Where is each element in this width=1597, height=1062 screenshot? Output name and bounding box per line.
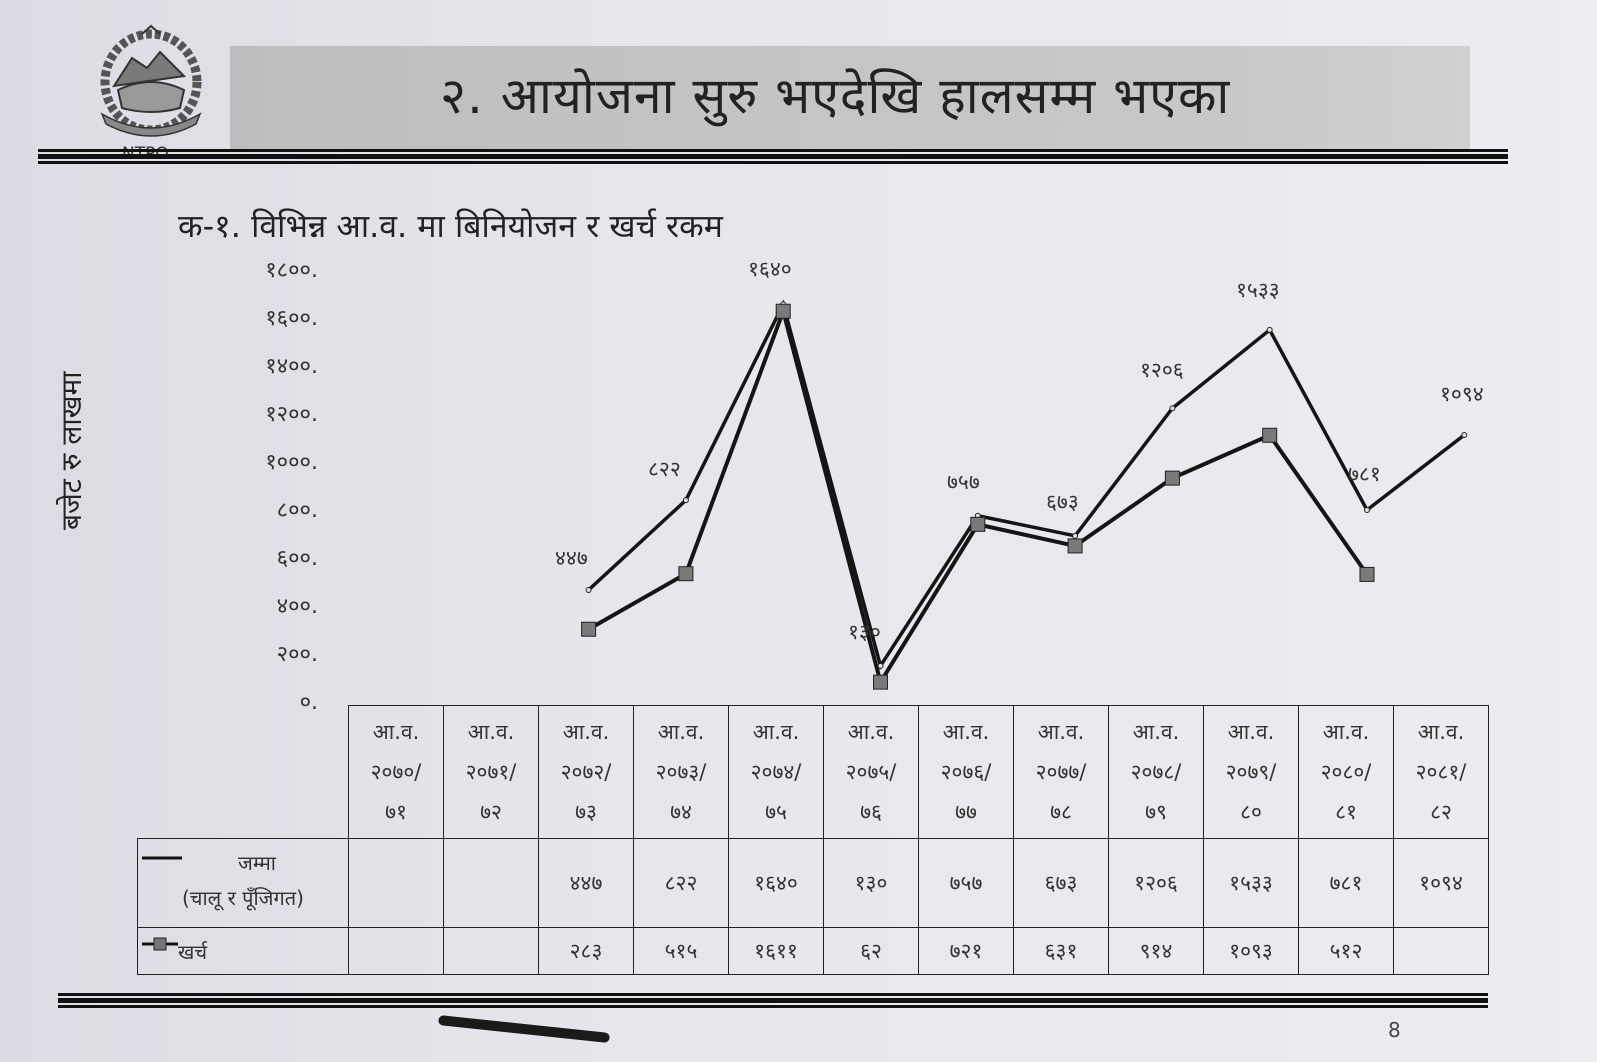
y-tick: १८००.: [265, 258, 318, 283]
page-title: २. आयोजना सुरु भएदेखि हालसम्म भएका: [440, 67, 1231, 125]
year-header: आ.व. २०७४/७५: [728, 705, 824, 839]
footer-divider: [58, 993, 1488, 1010]
data-label: ६७३: [1046, 490, 1079, 514]
point-marker-icon: [585, 586, 592, 593]
series-total-line: [587, 299, 1466, 671]
legend-expense: खर्च: [137, 927, 349, 975]
y-tick: ८००.: [276, 498, 318, 523]
legend-total: जम्मा (चालू र पूँजिगत): [137, 838, 349, 928]
data-label: १५३३: [1236, 278, 1280, 302]
square-marker-icon: [775, 303, 791, 319]
line-legend-icon: [142, 856, 182, 860]
table-cell: १६११: [728, 927, 824, 975]
page-number: 8: [1388, 1018, 1401, 1042]
table-cell: १०९३: [1203, 927, 1299, 975]
square-marker-icon: [1067, 538, 1083, 554]
table-cell: १३०: [823, 838, 919, 928]
point-marker-icon: [682, 497, 689, 504]
data-table: आ.व. २०७०/७१ आ.व. २०७१/७२ आ.व. २०७२/७३ आ.व.…: [137, 705, 1489, 975]
table-cell: ४४७: [538, 838, 634, 928]
table-cell: ७८१: [1298, 838, 1394, 928]
point-marker-icon: [1266, 326, 1273, 333]
square-marker-legend-icon: [142, 937, 178, 951]
chart-title: क-१. विभिन्न आ.व. मा बिनियोजन र खर्च रकम: [178, 207, 723, 245]
square-marker-icon: [581, 621, 597, 637]
table-cell: [348, 838, 444, 928]
header-divider: [38, 149, 1508, 166]
y-tick: १६००.: [265, 306, 318, 331]
table-cell: ५१२: [1298, 927, 1394, 975]
year-header: आ.व. २०८१/८२: [1393, 705, 1489, 839]
data-label: १०९४: [1440, 382, 1484, 406]
table-cell: ७२१: [918, 927, 1014, 975]
data-label: ७८१: [1348, 462, 1381, 486]
y-tick: १४००.: [265, 354, 318, 379]
point-marker-icon: [1461, 432, 1468, 439]
data-label: ७५७: [947, 470, 980, 494]
square-marker-icon: [970, 516, 986, 532]
data-label: १६४०: [748, 257, 792, 281]
year-header: आ.व. २०७२/७३: [538, 705, 634, 839]
y-tick: १०००.: [265, 450, 318, 475]
year-header: आ.व. २०७३/७४: [633, 705, 729, 839]
point-marker-icon: [1072, 532, 1079, 539]
year-header: आ.व. २०७५/७६: [823, 705, 919, 839]
series-expense-line: [587, 304, 1369, 688]
table-cell: ५१५: [633, 927, 729, 975]
year-header: आ.व. २०७८/७९: [1108, 705, 1204, 839]
table-cell: ९१४: [1108, 927, 1204, 975]
title-banner: [230, 46, 1470, 151]
table-cell: ६३१: [1013, 927, 1109, 975]
year-header: आ.व. २०७१/७२: [443, 705, 539, 839]
table-cell: १२०६: [1108, 838, 1204, 928]
table-cell: १०९४: [1393, 838, 1489, 928]
year-header: आ.व. २०७७/७८: [1013, 705, 1109, 839]
year-header: आ.व. २०८०/८१: [1298, 705, 1394, 839]
table-header-row: आ.व. २०७०/७१ आ.व. २०७१/७२ आ.व. २०७२/७३ आ.व.…: [138, 705, 1489, 839]
year-header: आ.व. २०७६/७७: [918, 705, 1014, 839]
data-label: ४४७: [555, 546, 588, 570]
table-cell: [1393, 927, 1489, 975]
y-tick: १२००.: [265, 402, 318, 427]
y-tick: ४००.: [276, 594, 318, 619]
table-cell: [443, 838, 539, 928]
square-marker-icon: [1164, 470, 1180, 486]
point-marker-icon: [1364, 506, 1370, 513]
year-header: आ.व. २०७९/८०: [1203, 705, 1299, 839]
square-marker-icon: [1359, 566, 1375, 582]
y-tick: ६००.: [276, 546, 318, 571]
y-tick: ०.: [299, 690, 318, 715]
y-tick: २००.: [276, 642, 318, 667]
data-label: १३०: [848, 620, 881, 644]
table-cell: ८२२: [633, 838, 729, 928]
square-marker-icon: [873, 674, 888, 690]
year-header: आ.व. २०७०/७१: [348, 705, 444, 839]
table-cell: [443, 927, 539, 975]
table-row-total: जम्मा (चालू र पूँजिगत) ४४७ ८२२ १६४० १३० …: [137, 838, 1489, 928]
square-marker-icon: [678, 566, 694, 582]
table-cell: १६४०: [728, 838, 824, 928]
data-label: ८२२: [648, 457, 681, 481]
table-cell: [348, 927, 444, 975]
point-marker-icon: [1169, 405, 1176, 412]
square-marker-icon: [1262, 427, 1278, 443]
table-cell: ७५७: [918, 838, 1014, 928]
table-cell: २८३: [538, 927, 634, 975]
table-cell: ६७३: [1013, 838, 1109, 928]
nepal-emblem-icon: [100, 24, 202, 137]
table-cell: ६२: [823, 927, 919, 975]
table-cell: १५३३: [1203, 838, 1299, 928]
data-label: १२०६: [1140, 358, 1184, 382]
table-row-expense: खर्च २८३ ५१५ १६११ ६२ ७२१ ६३१ ९१४ १०९३ ५१…: [137, 927, 1489, 975]
